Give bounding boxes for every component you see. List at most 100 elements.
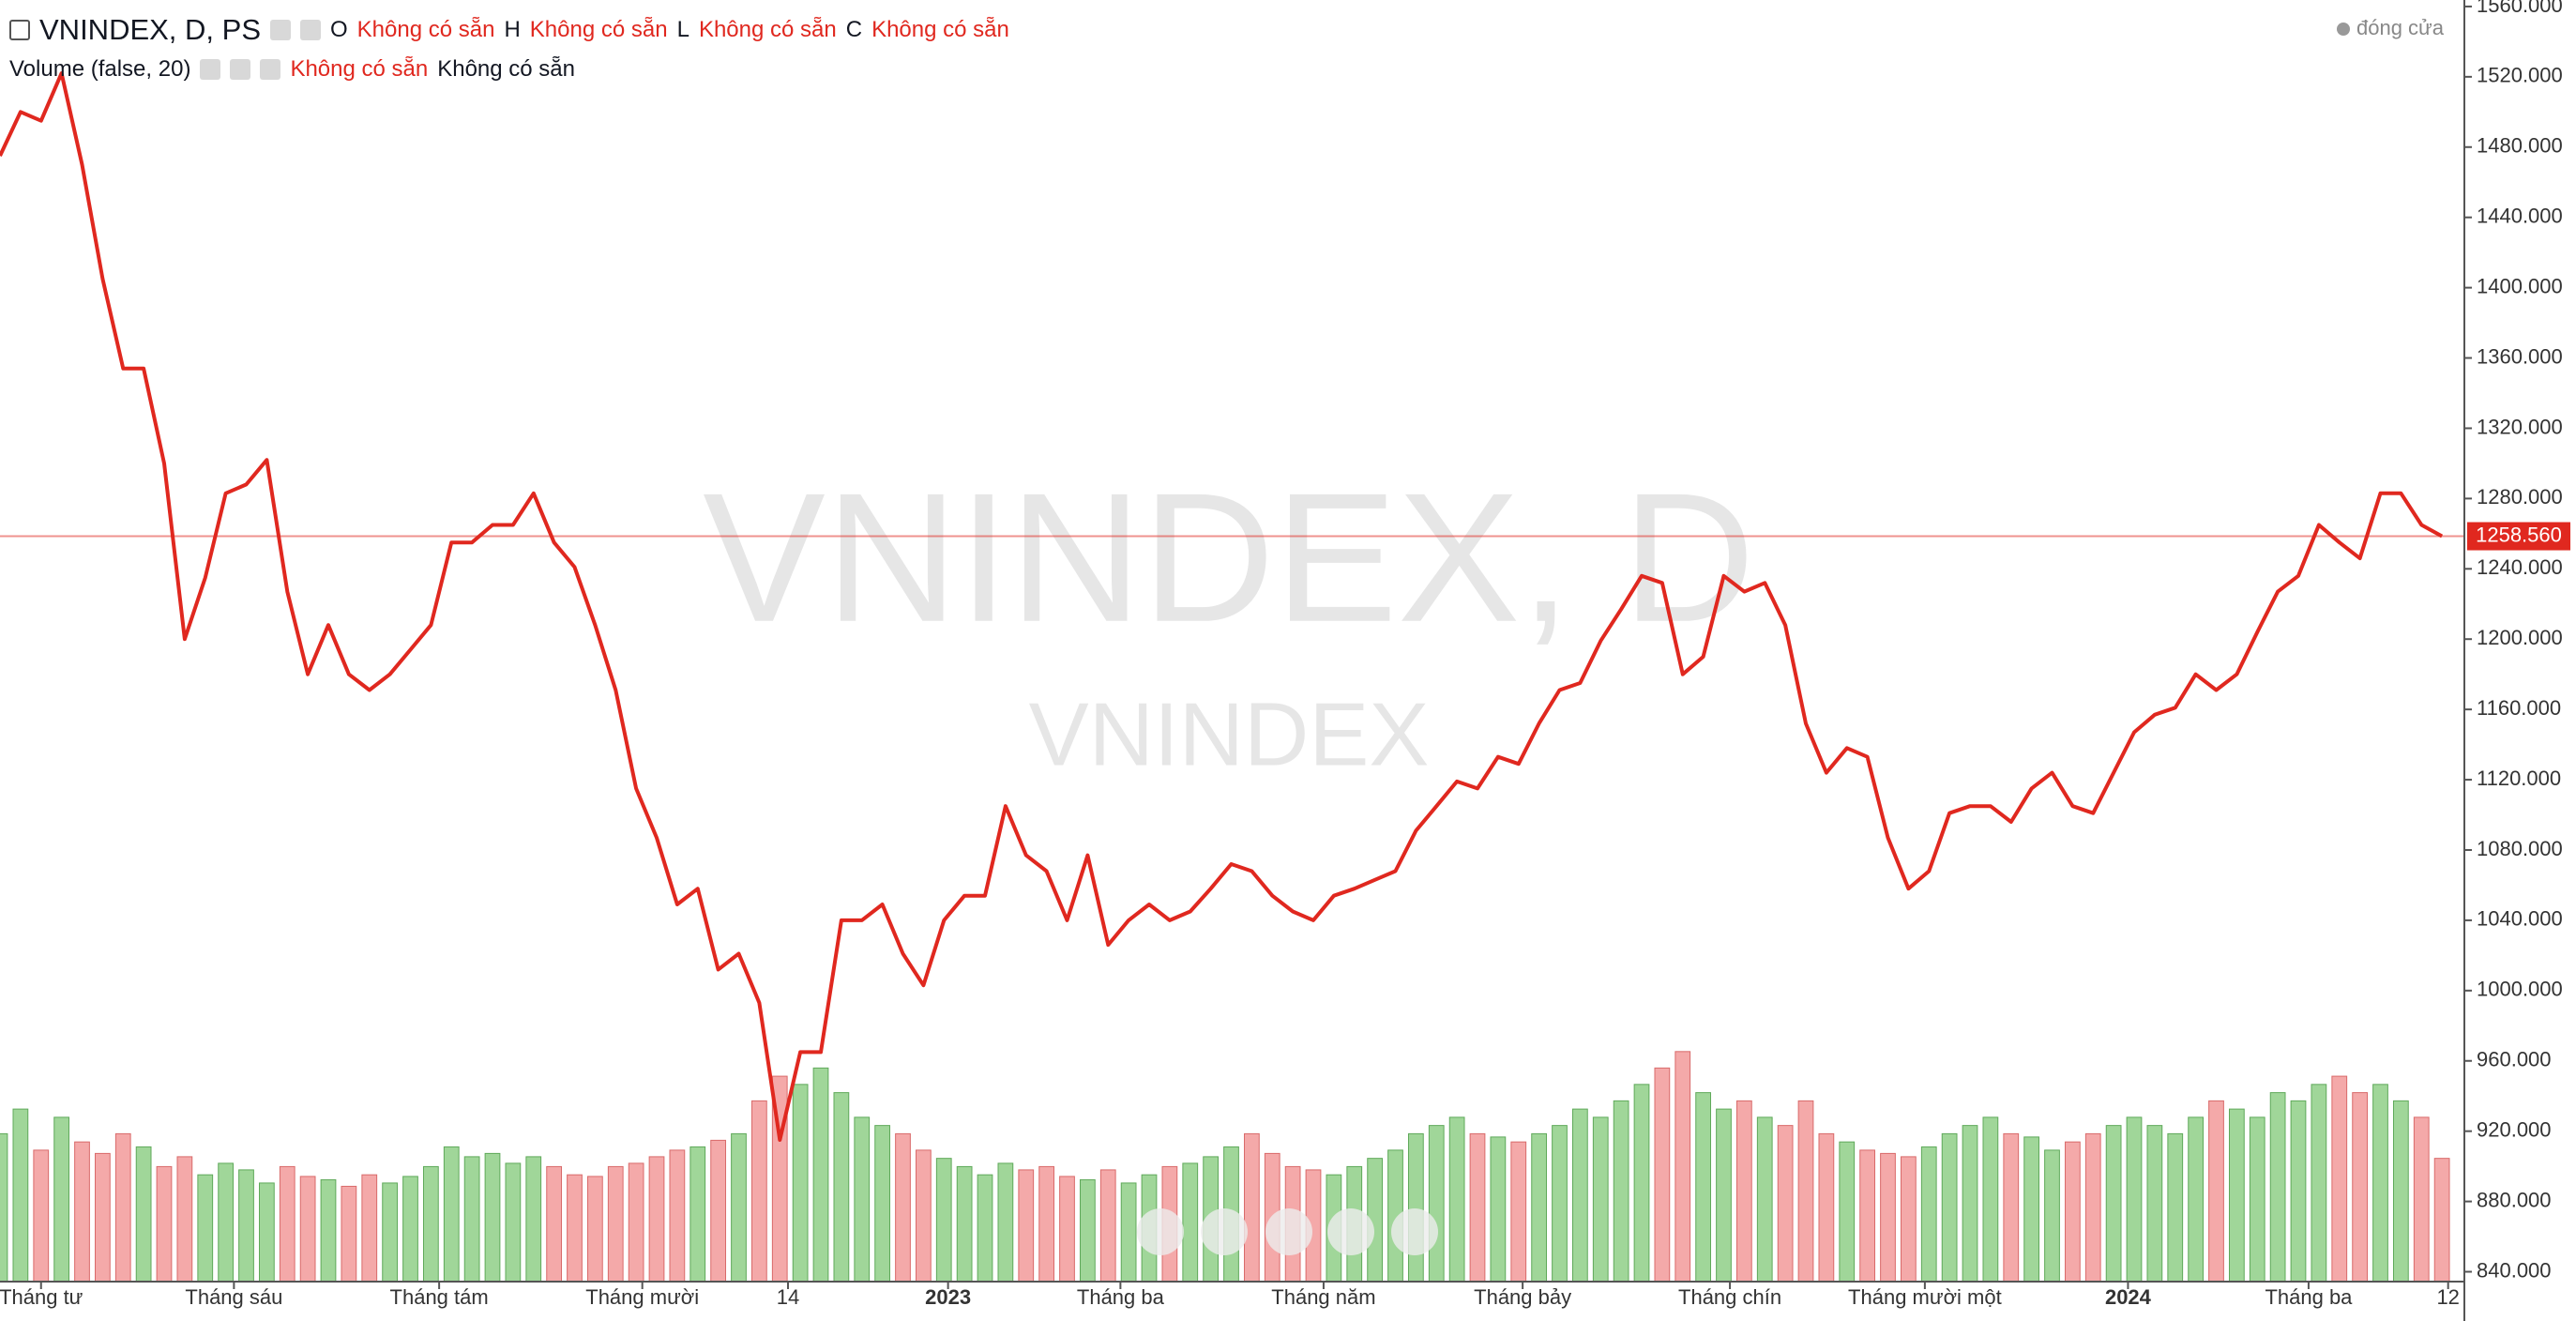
volume-bar [135, 1146, 152, 1283]
volume-bar [567, 1174, 583, 1283]
x-tick-label: 12 [2436, 1285, 2459, 1309]
x-tick-label: Tháng ba [2265, 1285, 2353, 1309]
ohlc-key: O [330, 17, 348, 42]
y-tick-label: 1360.000 [2477, 344, 2563, 368]
volume-bar [1941, 1132, 1958, 1283]
volume-bar [2105, 1125, 2122, 1283]
volume-bar [689, 1146, 706, 1283]
x-tick-label: Tháng năm [1271, 1285, 1375, 1309]
volume-bar [2044, 1149, 2060, 1283]
x-tick-label: Tháng mười [585, 1285, 699, 1309]
volume-bar [833, 1092, 850, 1283]
volume-bar [1716, 1108, 1732, 1283]
volume-bar [176, 1156, 193, 1283]
volume-bar [1592, 1116, 1609, 1283]
y-tick-label: 1080.000 [2477, 837, 2563, 860]
volume-bar [628, 1162, 644, 1283]
x-tick-label: Tháng sáu [185, 1285, 282, 1309]
volume-bar [238, 1169, 254, 1283]
zoom-out-button[interactable] [1201, 1208, 1248, 1255]
volume-bar [156, 1165, 173, 1283]
x-tick-label: 2023 [925, 1285, 971, 1309]
close-dot [2337, 23, 2350, 36]
ohlc-value: Không có sẵn [871, 17, 1009, 42]
volume-bar [1859, 1149, 1875, 1283]
settings-icon[interactable] [300, 20, 321, 40]
y-tick-label: 1240.000 [2477, 555, 2563, 579]
x-tick-label: Tháng bảy [1474, 1285, 1571, 1309]
volume-bar [95, 1152, 111, 1283]
y-tick-label: 1560.000 [2477, 0, 2563, 17]
volume-bar [341, 1185, 357, 1283]
volume-bar [2065, 1141, 2081, 1283]
eye-icon[interactable] [200, 59, 221, 80]
x-tick-label: Tháng ba [1077, 1285, 1165, 1309]
x-tick-label: Tháng tám [390, 1285, 489, 1309]
eye-icon[interactable] [270, 20, 291, 40]
volume-bar [1839, 1141, 1856, 1283]
volume-bar [2413, 1116, 2430, 1283]
volume-bar [1818, 1132, 1835, 1283]
ohlc-value: Không có sẵn [356, 17, 495, 42]
volume-bar [402, 1176, 418, 1283]
volume-bar [382, 1182, 398, 1283]
volume-bar [279, 1165, 295, 1283]
y-tick-label: 920.000 [2477, 1117, 2552, 1141]
reset-button[interactable] [1265, 1208, 1312, 1255]
volume-bar [874, 1125, 890, 1283]
volume-bar [259, 1182, 275, 1283]
price-line [0, 71, 2444, 1142]
volume-bar [854, 1116, 871, 1283]
y-tick-label: 1520.000 [2477, 64, 2563, 87]
scroll-right-button[interactable] [1391, 1208, 1438, 1255]
settings-icon[interactable] [230, 59, 251, 80]
volume-bar [1510, 1141, 1527, 1283]
legend-title: VNINDEX, D, PS [39, 13, 261, 46]
volume-bar [2167, 1132, 2184, 1283]
volume-bar [197, 1174, 214, 1283]
scroll-left-button[interactable] [1137, 1208, 1184, 1255]
ohlc-value: Không có sẵn [529, 17, 668, 42]
remove-icon[interactable] [260, 59, 281, 80]
volume-value: Không có sẵn [437, 56, 575, 82]
volume-bar [423, 1165, 439, 1283]
volume-bar [2023, 1136, 2039, 1283]
collapse-toggle[interactable] [9, 20, 30, 40]
volume-bar [895, 1132, 911, 1283]
watermark-sub: VNINDEX [1029, 684, 1430, 784]
watermark: VNINDEX, D [703, 455, 1755, 660]
y-tick-label: 1200.000 [2477, 626, 2563, 649]
volume-bar [2249, 1116, 2265, 1283]
volume-bar [1018, 1169, 1035, 1283]
volume-bar [484, 1152, 501, 1283]
volume-bar [525, 1156, 542, 1283]
volume-bar [218, 1162, 234, 1283]
volume-bar [1736, 1100, 1752, 1283]
volume-bar [1531, 1132, 1547, 1283]
volume-bar [1552, 1125, 1568, 1283]
y-tick-label: 1120.000 [2477, 767, 2561, 790]
volume-bar [1182, 1162, 1199, 1283]
volume-bar [812, 1067, 829, 1283]
main-legend: VNINDEX, D, PS O Không có sẵn H Không có… [9, 13, 1009, 47]
volume-bar [1880, 1152, 1896, 1283]
volume-bar [33, 1149, 50, 1283]
volume-bar [2290, 1100, 2307, 1283]
volume-bar [916, 1149, 932, 1283]
zoom-controls[interactable] [1137, 1208, 1438, 1255]
volume-bar [361, 1174, 378, 1283]
volume-bar [935, 1158, 952, 1283]
volume-bar [1982, 1116, 1999, 1283]
zoom-in-button[interactable] [1327, 1208, 1374, 1255]
y-tick-label: 1040.000 [2477, 907, 2563, 931]
volume-bar [2126, 1116, 2143, 1283]
volume-bar [320, 1178, 337, 1283]
volume-bar [53, 1116, 69, 1283]
volume-bar [1901, 1156, 1917, 1283]
x-tick-label: 2024 [2105, 1285, 2152, 1309]
last-price-label: 1258.560 [2476, 523, 2562, 546]
volume-bar [443, 1146, 460, 1283]
volume-bar [1962, 1125, 1978, 1283]
volume-bar [1448, 1116, 1465, 1283]
